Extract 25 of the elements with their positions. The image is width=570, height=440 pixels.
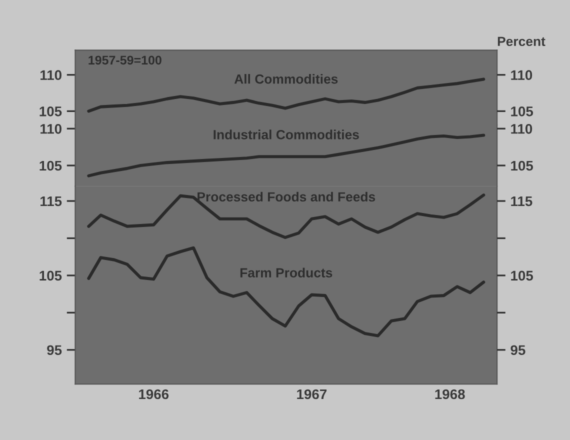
line-series [87, 194, 486, 240]
annotation: 1957-59=100 [88, 56, 162, 65]
y-tick-label: 115 [40, 196, 62, 206]
y-tick-label: 105 [40, 270, 62, 281]
series-label: All Commodities [234, 74, 338, 84]
y2-tick-label: 110 [511, 70, 532, 80]
y-tick-label: 105 [40, 160, 62, 171]
line-series [87, 246, 486, 338]
y2-tick-label: 95 [510, 345, 526, 356]
y-tick-label: 95 [47, 345, 62, 356]
y-tick-label: 105 [40, 106, 62, 116]
series-label: Processed Foods and Feeds [198, 192, 376, 202]
y2-tick-label: 105 [511, 106, 534, 116]
y2-tick-label: 105 [511, 270, 534, 281]
y2-tick-label: 115 [511, 196, 532, 206]
y2-tick-label: 105 [511, 160, 534, 171]
series-label: Farm Products [240, 268, 332, 278]
series-label: Industrial Commodities [214, 130, 359, 140]
x-tick-label: 1967 [297, 389, 327, 400]
y2-tick-label: 110 [511, 124, 532, 134]
text: Percent [498, 36, 546, 46]
y-tick-label: 110 [40, 70, 62, 80]
y-tick-label: 110 [40, 124, 62, 134]
x-tick-label: 1968 [435, 389, 465, 400]
x-tick-label: 1966 [139, 389, 169, 400]
